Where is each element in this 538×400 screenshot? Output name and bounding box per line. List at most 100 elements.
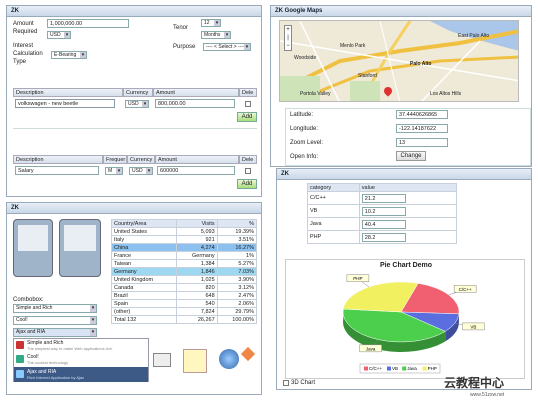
visits-header-0[interactable]: Country/Area [111,219,177,228]
grid2-freq-select[interactable]: M [105,167,123,175]
visits-row[interactable]: France Germany 1% [111,251,258,260]
globe-icon[interactable] [219,349,239,369]
notepad-icon[interactable] [183,349,207,373]
map-place-portola-valley: Portola Valley [300,91,331,97]
zoom-input[interactable]: 13 [396,138,448,147]
grid2-add-button[interactable]: Add [237,179,257,189]
grid1-delete-checkbox[interactable] [245,101,251,107]
pie-slice-PHP[interactable] [342,281,419,313]
visits-cell: 100.00% [216,315,258,324]
pie-category-cell: C/C++ [307,191,360,205]
visits-row[interactable]: China 4,274 16.27% [111,243,258,252]
pie-slice-side-Java [343,309,446,352]
grid1-amount-input[interactable]: 800,000.00 [155,99,235,108]
grid1-add-button[interactable]: Add [237,112,257,122]
visits-row[interactable]: United States 5,093 19.39% [111,227,258,236]
dropdown-item-2[interactable]: Cool! The coolest technology [14,353,148,367]
tenor-select[interactable]: 12 [201,19,221,27]
legend-label-VB: VB [392,366,398,371]
visits-header-1[interactable]: Visits [175,219,218,228]
map-place-east-palo-alto: East Palo Alto [458,33,490,39]
visits-cell: 3.12% [216,283,258,292]
interest-select[interactable]: E-Bearing [51,51,87,59]
pie-slice-Java[interactable] [342,308,446,343]
grid1-header-delete: Dele [239,88,257,97]
visits-cell: 16.27% [216,243,258,252]
combobox-1[interactable]: Simple and Rich [13,304,97,313]
pie-label-C/C++: C/C++ [459,287,472,292]
combobox-3[interactable]: Ajax and RIA [13,328,97,337]
visits-cell: United Kingdom [111,275,177,284]
pie-label-box [462,322,485,331]
visits-cell: Germany [175,251,218,260]
visits-cell: 5,093 [175,227,218,236]
visits-row[interactable]: Italy 921 3.51% [111,235,258,244]
pie-value-cell: 28.2 [358,230,458,244]
loan-panel: ZK Amount Required 1,000,000.00 USD Teno… [6,5,262,197]
visits-row[interactable]: Taiwan 1,384 5.27% [111,259,258,268]
grid1-divider [13,128,257,129]
map-place-los-altos-hills: Los Altos Hills [430,91,462,97]
grid2-header-amount: Amount [155,155,239,164]
visits-cell: 7.03% [216,267,258,276]
visits-row[interactable]: Brazil 648 2.47% [111,291,258,300]
visits-row[interactable]: (other) 7,824 29.79% [111,307,258,316]
visits-row[interactable]: Total 132 26,267 100.00% [111,315,258,324]
pie-data-table: category value C/C++ 21.2 VB 10.2 Java 40.4 PHP 2… [307,183,458,244]
phone-screen-1 [18,225,48,251]
grid2-delete-checkbox[interactable] [245,168,251,174]
longitude-label: Longitude: [290,126,319,132]
grid2-header-freq: Frequer [103,155,127,164]
visits-cell: France [111,251,177,260]
currency-select[interactable]: USD [47,31,71,39]
dropdown-item-3[interactable]: Ajax and RIA Rich Internet Application b… [14,367,148,382]
grid1-desc-input[interactable]: volkswagen - new beetle [15,99,115,108]
tenor-unit-select[interactable]: Months [201,31,231,39]
pie-chart-title: Pie Chart Demo [379,262,433,269]
3d-chart-checkbox[interactable] [283,380,289,386]
item-2-icon [16,355,24,363]
visits-row[interactable]: Germany 1,846 7.03% [111,267,258,276]
visits-cell: 921 [175,235,218,244]
grid2-currency-select[interactable]: USD [129,167,153,175]
latitude-input[interactable]: 37.4440626865 [396,110,448,119]
tenor-label: Tenor [173,25,189,31]
phone-screen-2 [64,225,96,251]
purpose-select[interactable]: ---- < Select > ---- [203,43,251,51]
change-button[interactable]: Change [396,151,426,161]
visits-cell: Italy [111,235,177,244]
pie-table-row: VB 10.2 [307,204,458,218]
pie-table-row: C/C++ 21.2 [307,191,458,205]
pie-value-input[interactable]: 40.4 [361,219,406,229]
pie-value-input[interactable]: 10.2 [361,206,406,216]
visits-row[interactable]: United Kingdom 1,025 3.90% [111,275,258,284]
shapes-icon[interactable] [240,346,256,362]
grid1-currency-select[interactable]: USD [125,100,149,108]
amount-input[interactable]: 1,000,000.00 [47,19,129,28]
grid2-desc-input[interactable]: Salary [15,166,99,175]
visits-cell: Brazil [111,291,177,300]
visits-header-2[interactable]: % [216,219,258,228]
map-place-menlo-park: Menlo Park [340,43,366,49]
visits-cell: Germany [111,267,177,276]
pie-label-box [346,274,370,282]
map-view[interactable]: + | − Palo Alto East Palo Alto Menlo Park … [279,20,519,102]
visits-row[interactable]: Spain 540 2.06% [111,299,258,308]
longitude-input[interactable]: -122.14187622 [396,124,448,133]
pie-value-input[interactable]: 28.2 [361,232,406,242]
grid2-amount-input[interactable]: 600000 [157,166,235,175]
visits-cell: 5.27% [216,259,258,268]
combobox-2[interactable]: Cool! [13,316,97,325]
item-2-desc: The coolest technology [27,360,69,365]
maps-panel: ZK Google Maps + | − Palo Alto East Palo A… [270,5,532,167]
visits-row[interactable]: Canada 820 3.12% [111,283,258,292]
envelope-icon[interactable] [153,353,171,367]
pie-slice-C/C++[interactable] [400,283,460,315]
map-zoom-control[interactable]: + | − [284,25,292,51]
dropdown-item-1[interactable]: Simple and Rich The simplest way to make… [14,339,148,353]
pie-slice-side-VB [445,313,459,342]
item-1-icon [16,341,24,349]
visits-cell: 19.39% [216,227,258,236]
map-place-woodside: Woodside [294,55,317,61]
pie-value-input[interactable]: 21.2 [361,193,406,203]
